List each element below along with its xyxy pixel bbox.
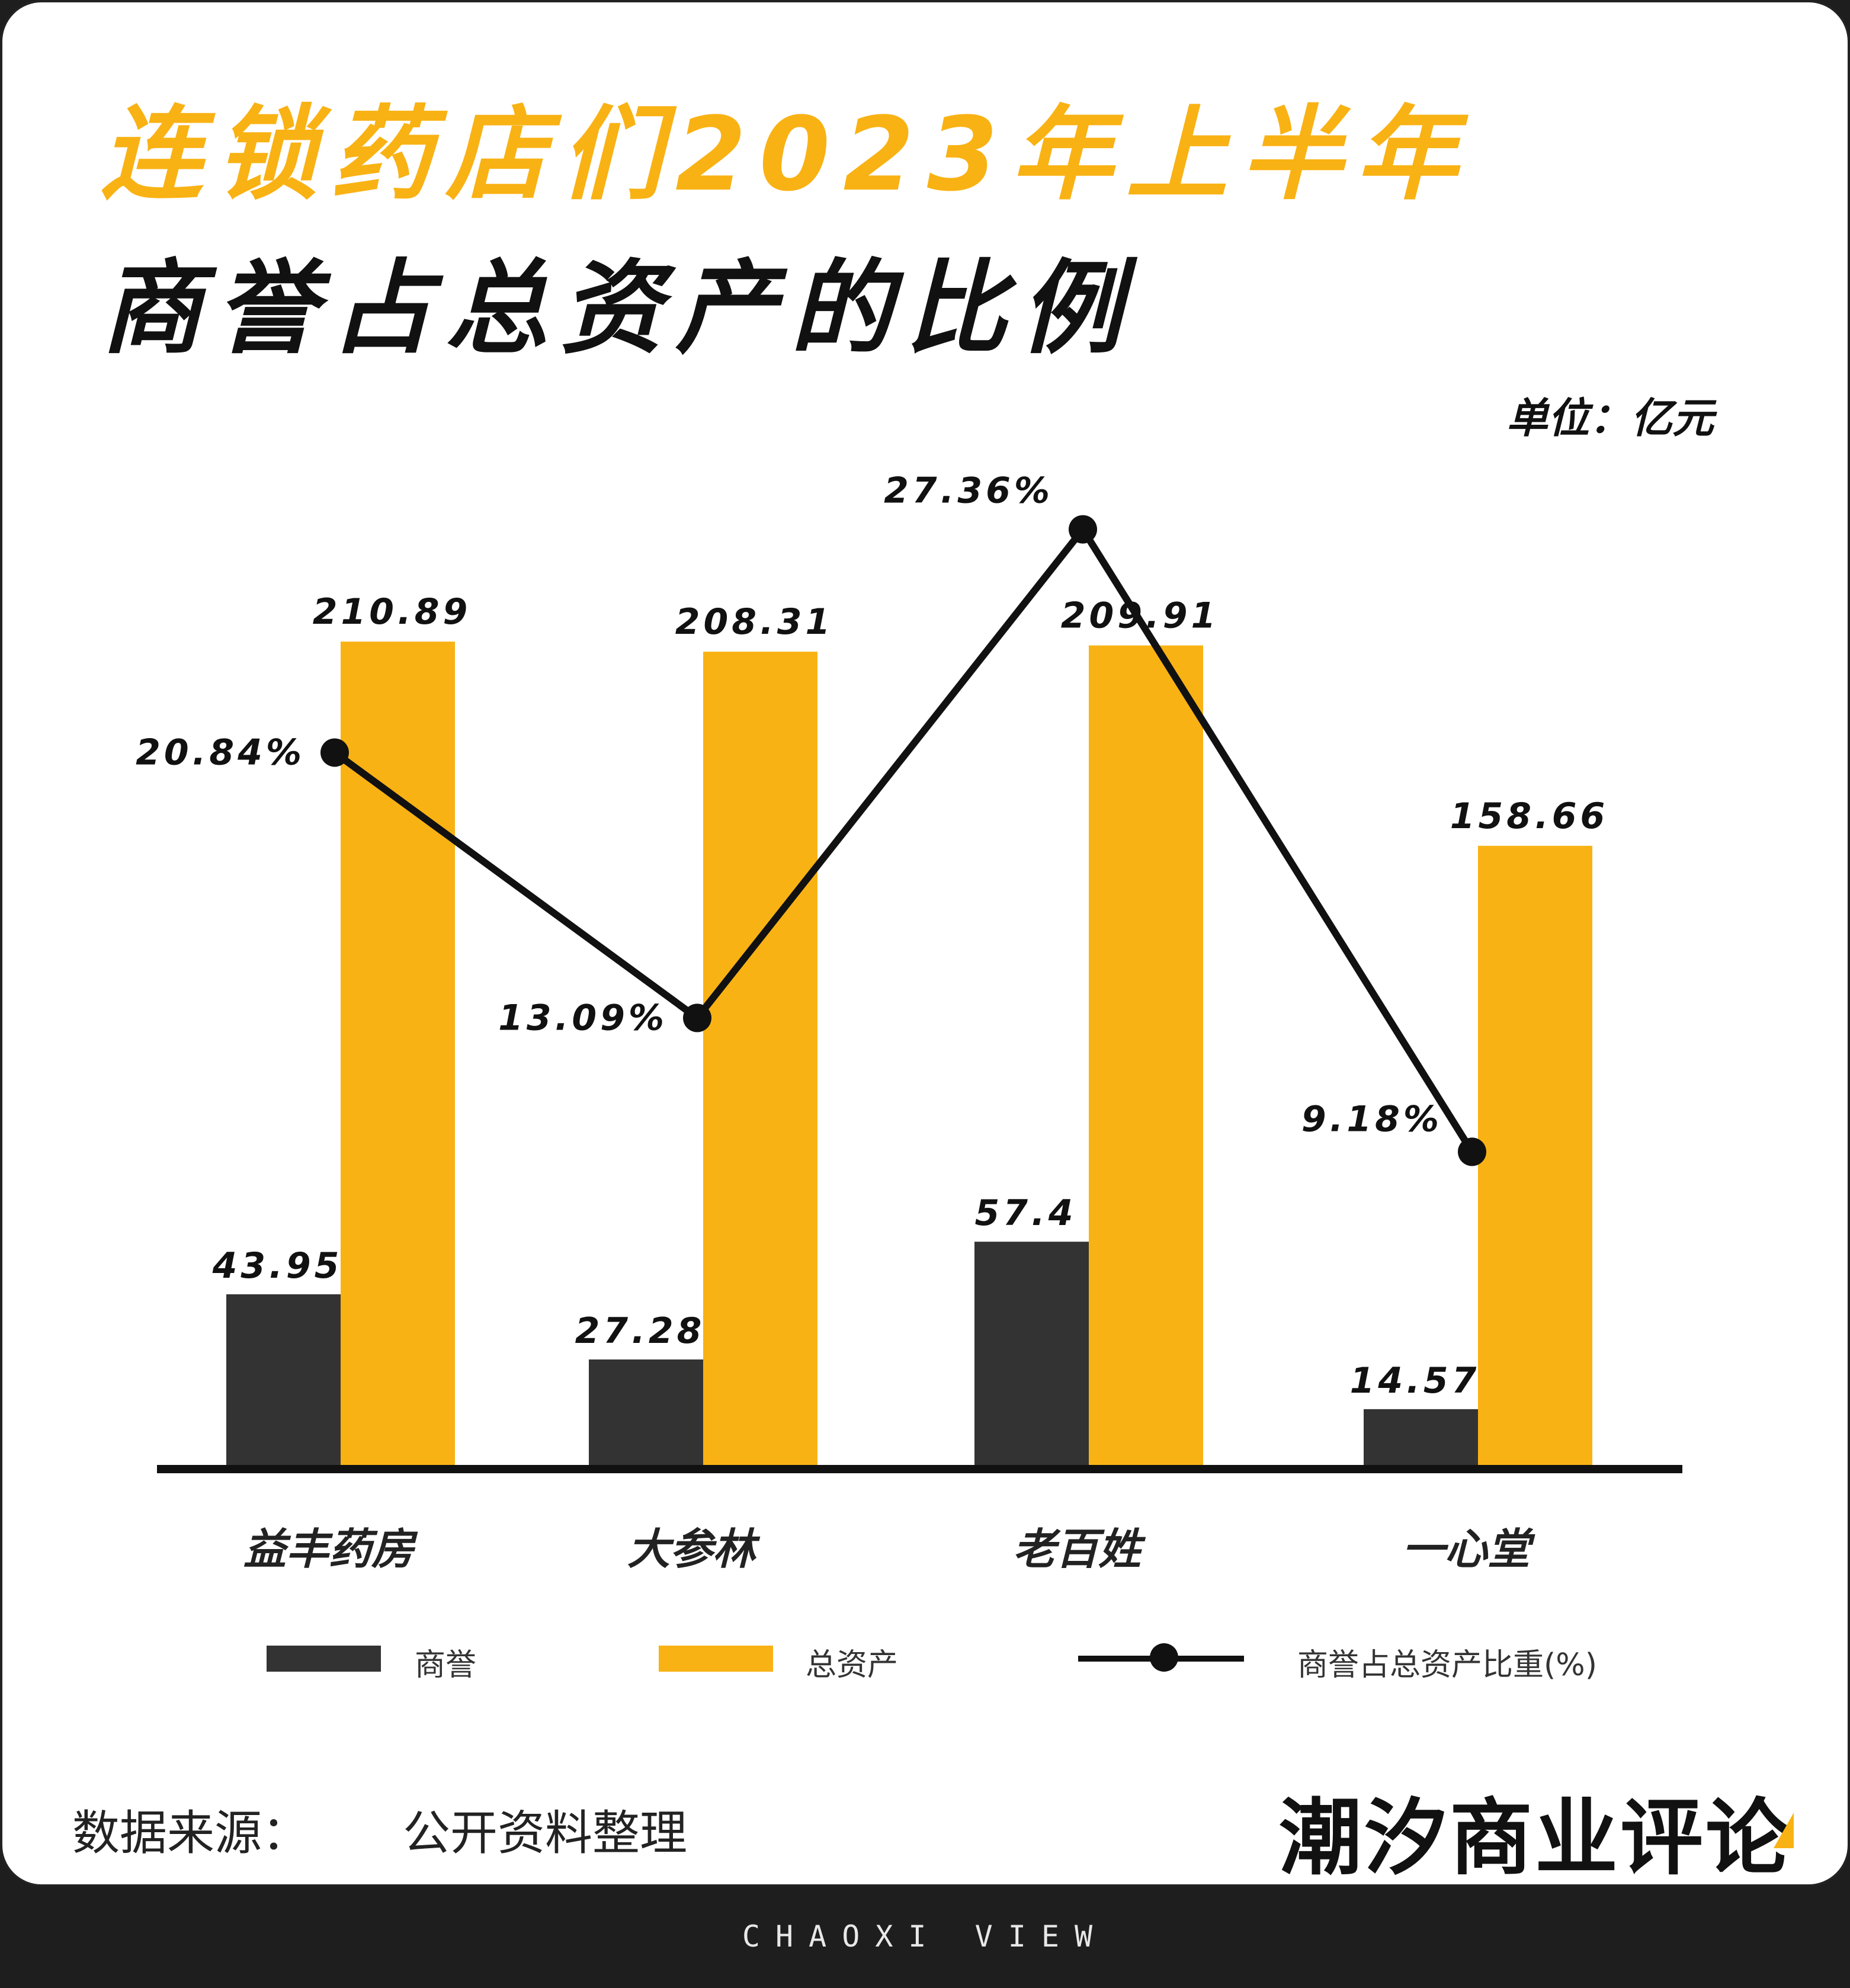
legend-goodwill-swatch xyxy=(267,1646,381,1672)
ratio-point xyxy=(683,1003,711,1033)
data-label-ratio: 13.09% xyxy=(498,997,668,1038)
ratio-point xyxy=(1069,515,1097,544)
data-label-goodwill: 14.57 xyxy=(1350,1360,1480,1402)
legend-assets-label: 总资产 xyxy=(806,1647,899,1683)
data-label-assets: 208.31 xyxy=(675,601,834,643)
bar-goodwill xyxy=(974,1242,1089,1466)
bar-assets xyxy=(341,642,455,1466)
bar-assets xyxy=(1478,845,1592,1466)
data-label-ratio: 9.18% xyxy=(1301,1098,1442,1140)
ratio-point xyxy=(1458,1137,1486,1166)
footer-text: CHAOXI VIEW xyxy=(742,1919,1108,1954)
source-value: 公开资料整理 xyxy=(403,1806,687,1861)
source-label: 数据来源： xyxy=(72,1806,309,1861)
x-tick-label: 益丰药房 xyxy=(243,1524,418,1574)
brand-logo: 潮汐商业评论 xyxy=(1278,1790,1791,1887)
bar-goodwill xyxy=(1364,1409,1478,1466)
data-label-ratio: 20.84% xyxy=(136,732,305,773)
data-label-assets: 209.91 xyxy=(1061,595,1220,637)
legend-ratio-swatch xyxy=(1078,1643,1244,1672)
bar-goodwill xyxy=(589,1359,703,1466)
data-label-ratio: 27.36% xyxy=(884,470,1053,512)
data-label-goodwill: 27.28 xyxy=(575,1310,706,1352)
x-tick-label: 一心堂 xyxy=(1402,1524,1535,1574)
title-line2: 商誉占总资产的比例 xyxy=(101,249,1135,368)
brand-accent-icon xyxy=(1774,1813,1794,1848)
data-label-assets: 158.66 xyxy=(1450,796,1609,837)
data-label-goodwill: 43.95 xyxy=(212,1245,343,1287)
legend-assets-swatch xyxy=(659,1646,773,1672)
x-tick-label: 大参林 xyxy=(627,1524,761,1574)
bar-goodwill xyxy=(226,1294,341,1466)
bar-assets xyxy=(1089,645,1203,1466)
data-label-assets: 210.89 xyxy=(313,591,472,633)
legend-goodwill-label: 商誉 xyxy=(415,1647,477,1683)
legend-ratio-label: 商誉占总资产比重(%) xyxy=(1297,1647,1597,1683)
data-label-goodwill: 57.4 xyxy=(974,1192,1076,1234)
unit-label: 单位：亿元 xyxy=(1506,394,1714,443)
ratio-point xyxy=(320,738,349,767)
ratio-line xyxy=(332,525,1476,1154)
bar-assets xyxy=(703,652,817,1466)
x-tick-label: 老百姓 xyxy=(1013,1524,1146,1574)
chart-area: 43.95 210.89 益丰药房 27.28 208.31 大参林 57.4 209.91 老… xyxy=(136,470,1682,1574)
title-line1: 连锁药店们2023年上半年 xyxy=(101,95,1471,214)
